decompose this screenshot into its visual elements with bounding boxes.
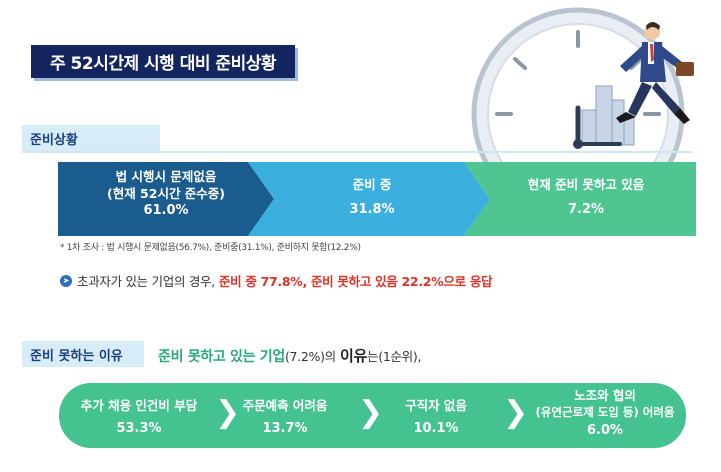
chevron-value-label: 61.0%: [143, 203, 189, 218]
chevron-label-2: 준비 중 31.8%: [282, 176, 462, 218]
reason-category: 노조와 협의: [574, 388, 636, 403]
reason-category: 주문예측 어려움: [242, 398, 328, 413]
reasons-pill: [59, 383, 686, 448]
reasons-heading-keyword: 이유: [340, 347, 368, 365]
chevron-category: 현재 준비 못하고 있음: [527, 177, 645, 192]
reasons-heading-rank: 는(1순위),: [367, 349, 422, 364]
readiness-chevron-chart: [58, 162, 696, 236]
running-businessman-icon: [616, 22, 694, 124]
chevron-category: 준비 중: [352, 177, 392, 192]
survey-footnote: * 1차 조사 : 법 시행시 문제없음(56.7%), 준비중(31.1%),…: [60, 243, 361, 253]
reasons-heading-subject: 준비 못하고 있는 기업: [158, 349, 285, 365]
reason-category-note: (유연근로제 도입 등) 어려움: [535, 405, 675, 419]
page-title: 주 52시간제 시행 대비 준비상황: [31, 45, 295, 78]
chevron-segment-1: [58, 162, 274, 236]
chevron-right-icon: ❯: [358, 395, 384, 430]
chevron-value-label: 7.2%: [567, 202, 605, 217]
arrow-right-circle-icon: ➤: [60, 274, 72, 287]
reason-value-label: 13.7%: [262, 421, 308, 436]
chevron-right-icon: ❯: [503, 395, 529, 430]
chevron-category-note: (현재 52시간 준수중): [106, 186, 226, 201]
reasons-heading-particle: 의: [324, 349, 337, 364]
reason-item-4: 노조와 협의 (유연근로제 도입 등) 어려움 6.0%: [520, 387, 690, 439]
reason-value-label: 6.0%: [586, 423, 624, 438]
chevron-right-icon: ❯: [215, 395, 241, 430]
summary-highlight: 준비 중 77.8%, 준비 못하고 있음 22.2%으로 응답: [218, 274, 493, 289]
chevron-label-3: 현재 준비 못하고 있음 7.2%: [496, 176, 676, 218]
clock-illustration: [471, 7, 694, 162]
reason-value-label: 53.3%: [116, 421, 162, 436]
reason-item-2: 주문예측 어려움 13.7%: [220, 397, 350, 437]
reason-item-1: 추가 채용 인건비 부담 53.3%: [64, 397, 214, 437]
summary-prefix: 초과자가 있는 기업의 경우,: [77, 274, 215, 289]
reasons-section-tag: 준비 못하는 이유: [22, 341, 144, 367]
chevron-segment-2: [248, 162, 490, 236]
summary-line: ➤ 초과자가 있는 기업의 경우, 준비 중 77.8%, 준비 못하고 있음 …: [60, 271, 493, 290]
chevron-label-1: 법 시행시 문제없음 (현재 52시간 준수중) 61.0%: [76, 168, 256, 219]
reason-value-label: 10.1%: [413, 421, 459, 436]
reasons-heading: 준비 못하고 있는 기업(7.2%)의 이유는(1순위),: [158, 345, 421, 366]
reasons-heading-share: (7.2%): [284, 349, 325, 364]
readiness-section-tag: 준비상황: [22, 125, 160, 151]
reason-category: 구직자 없음: [405, 398, 467, 413]
section-divider: [22, 151, 692, 153]
reason-category: 추가 채용 인건비 부담: [80, 398, 198, 413]
city-buildings-icon: [581, 85, 635, 146]
chevron-segment-3: [464, 162, 696, 236]
reason-item-3: 구직자 없음 10.1%: [381, 397, 491, 437]
chevron-value-label: 31.8%: [349, 202, 395, 217]
chevron-category: 법 시행시 문제없음: [115, 169, 217, 184]
